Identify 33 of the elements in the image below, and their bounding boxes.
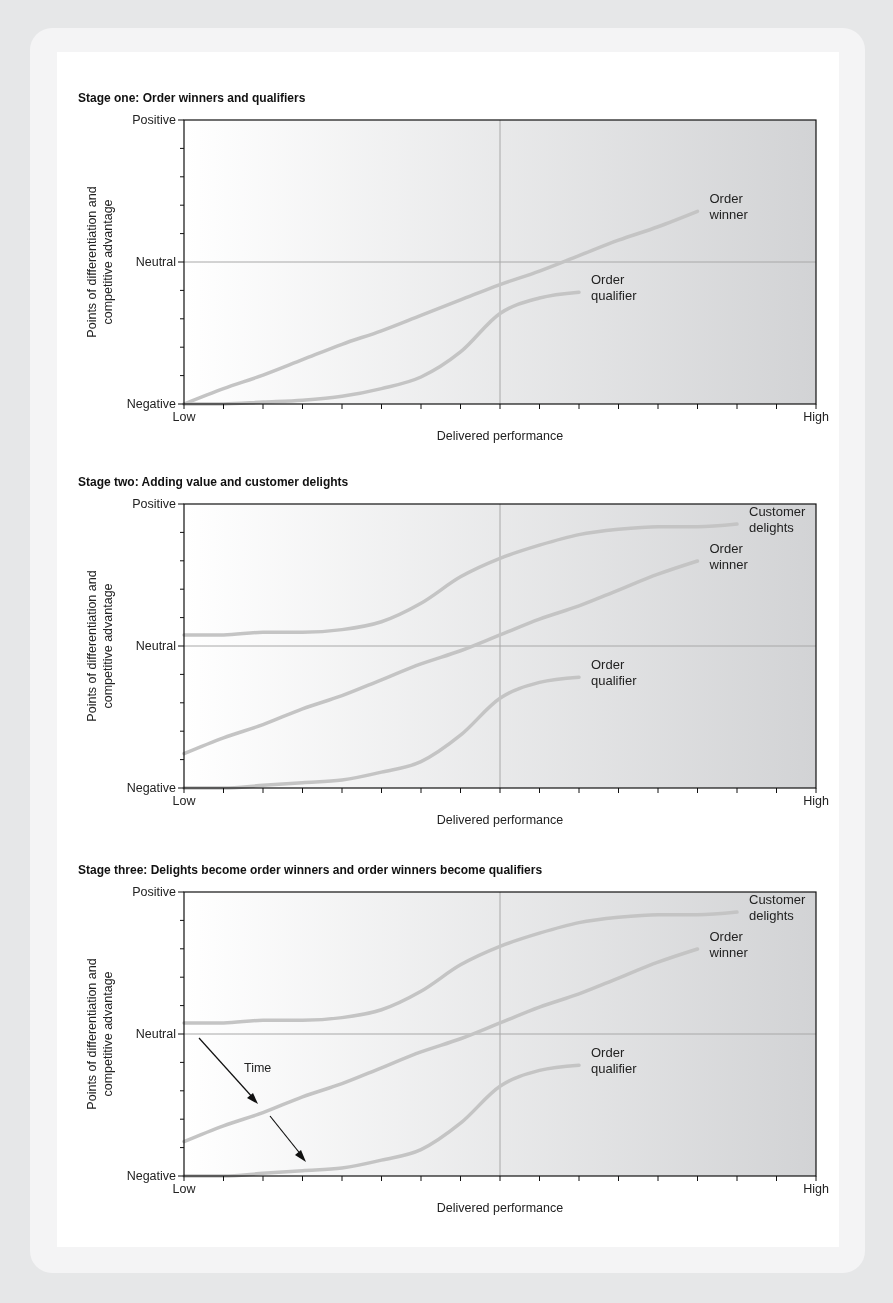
text: Negative xyxy=(126,781,177,796)
series-label: Order winner xyxy=(708,191,749,223)
chart-title: Stage one: Order winners and qualifiers xyxy=(78,91,306,105)
ref-line-label: Neutral xyxy=(135,639,176,654)
x-axis-title: Delivered performance xyxy=(436,429,564,443)
series-label: Customer delights xyxy=(749,892,807,924)
series-label: Order winner xyxy=(708,929,749,961)
annotation: Time xyxy=(244,1061,272,1075)
y-axis-title: Points of differentiation and competitive advantage xyxy=(85,958,115,1110)
text: Positive xyxy=(132,497,177,512)
x-tick-label: Low xyxy=(172,1182,197,1196)
x-tick-label: High xyxy=(803,410,829,424)
ref-line-label: Neutral xyxy=(135,1027,176,1042)
x-axis-title: Delivered performance xyxy=(436,1201,564,1215)
series-label: Order winner xyxy=(708,541,749,573)
x-tick-label: Low xyxy=(172,410,197,424)
x-tick-label: High xyxy=(803,794,829,808)
x-tick-label: High xyxy=(803,1182,829,1196)
x-axis-title: Delivered performance xyxy=(436,813,564,827)
chart-title: Stage two: Adding value and customer delights xyxy=(78,475,349,489)
ref-line-label: Neutral xyxy=(135,255,176,270)
series-label: Order qualifier xyxy=(591,1045,638,1077)
text: Positive xyxy=(132,885,177,900)
series-label: Customer delights xyxy=(749,504,807,536)
x-tick-label: Low xyxy=(172,794,197,808)
text: Negative xyxy=(126,1169,177,1184)
y-axis-title: Points of differentiation and competitive advantage xyxy=(85,186,115,338)
series-label: Order qualifier xyxy=(591,657,638,689)
text: Negative xyxy=(126,397,177,412)
series-label: Order qualifier xyxy=(591,272,638,304)
text: Positive xyxy=(132,113,177,128)
y-axis-title: Points of differentiation and competitive advantage xyxy=(85,570,115,722)
chart-title: Stage three: Delights become order winners and order winners become qualifiers xyxy=(78,863,543,877)
